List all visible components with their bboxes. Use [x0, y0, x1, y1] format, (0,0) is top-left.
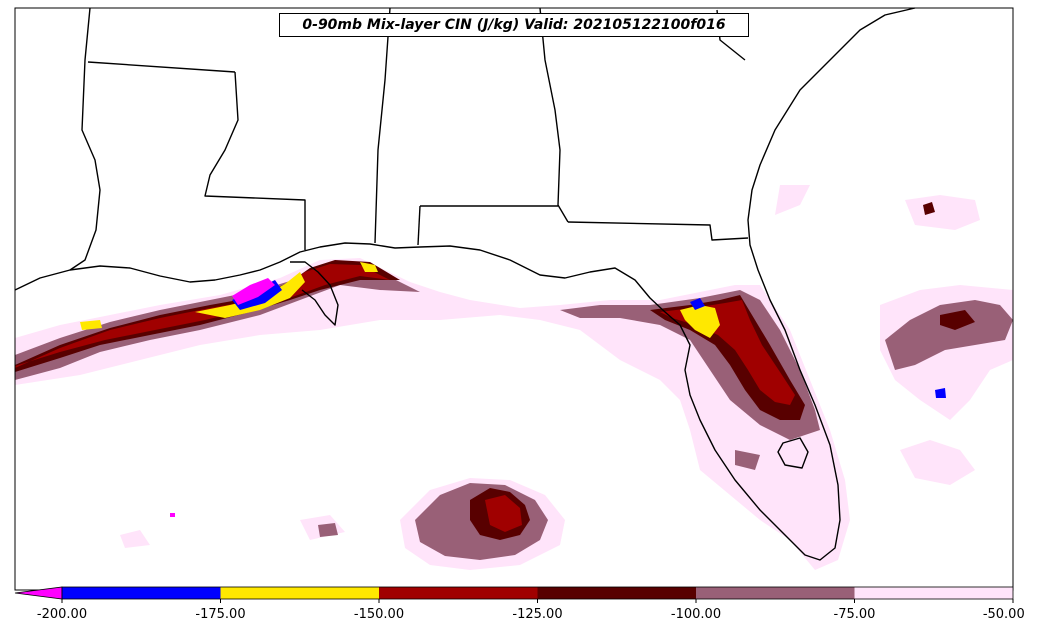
colorbar-bin-150-125 — [379, 587, 538, 599]
cin-band-175-150 — [80, 262, 720, 338]
colorbar-bin-125-100 — [537, 587, 696, 599]
colorbar-tick-label: -175.00 — [195, 607, 246, 622]
colorbar-bin-175-150 — [220, 587, 379, 599]
cin-band-below-200 — [170, 278, 275, 517]
map-title: 0-90mb Mix-layer CIN (J/kg) Valid: 20210… — [279, 13, 749, 37]
colorbar-bin-200-175 — [62, 587, 221, 599]
colorbar-tick-label: -200.00 — [36, 607, 88, 622]
colorbar — [14, 586, 1014, 603]
colorbar-tick-label: -125.00 — [512, 607, 563, 622]
colorbar-bin-75-50 — [854, 587, 1013, 599]
colorbar-tick-label: -50.00 — [982, 607, 1025, 622]
colorbar-tick-label: -150.00 — [353, 607, 405, 622]
geographic-boundaries — [14, 7, 916, 561]
colorbar-tick-label: -100.00 — [670, 607, 722, 622]
colorbar-bin-100-75 — [696, 587, 855, 599]
colorbar-ticks — [61, 599, 1014, 603]
colorbar-tick-label: -75.00 — [833, 607, 876, 622]
